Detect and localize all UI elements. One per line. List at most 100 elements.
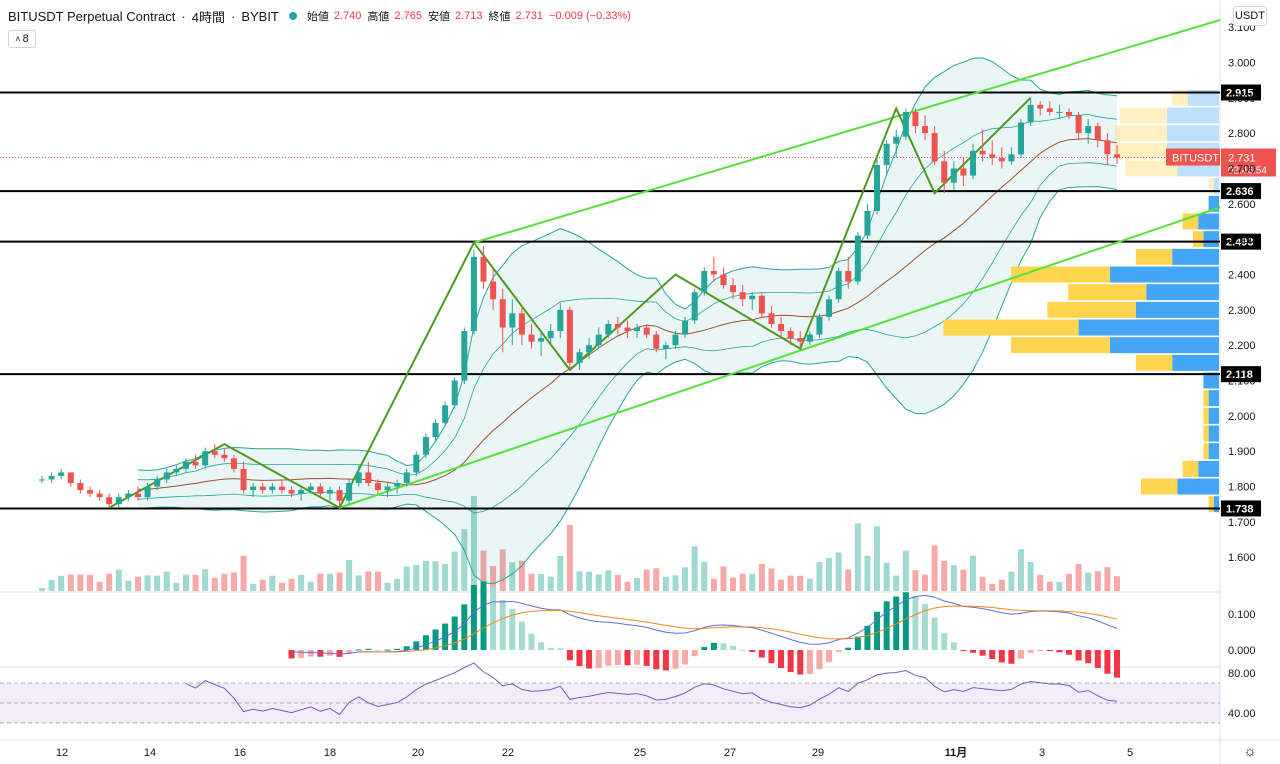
high-label: 高値 (367, 11, 390, 23)
trend-channel[interactable] (339, 19, 1221, 509)
macd-histogram-bar (970, 650, 977, 653)
price-tick-label: 2.200 (1228, 340, 1256, 352)
time-axis[interactable]: 12 14 16 18 20 22 25 27 29 11月 3 5 (56, 746, 1133, 759)
volume-bar (662, 576, 669, 591)
horizontal-levels[interactable]: 2.915 2.636 2.493 2.118 1.738 BITUSDT 2.73102:… (0, 84, 1276, 517)
level-label: 2.915 (1226, 88, 1254, 100)
volume-bar (518, 560, 525, 591)
macd-histogram-bar (605, 650, 612, 666)
candle-body (653, 334, 660, 349)
candle-body (211, 451, 218, 455)
volume-bar (710, 578, 717, 591)
macd-histogram-bar (950, 642, 957, 650)
low-value: 2.713 (454, 10, 483, 22)
volume-bar (1046, 581, 1053, 591)
last-price-label: 2.731 (1228, 153, 1256, 165)
symbol-title[interactable]: BITUSDT Perpetual Contract (8, 8, 176, 24)
candle-body (595, 334, 602, 346)
interval-label[interactable]: 4時間 (191, 9, 225, 25)
macd-histogram-bar (883, 601, 890, 650)
volume-bar (912, 570, 919, 591)
candle-body (163, 472, 170, 480)
candle-body (182, 461, 189, 469)
candle-body (768, 313, 775, 324)
macd-histogram-bar (461, 604, 468, 650)
candle-body (701, 270, 708, 293)
macd-histogram-bar (1094, 650, 1101, 669)
macd-histogram-bar (874, 611, 881, 650)
volume-profile-down-bar (1203, 425, 1209, 442)
currency-button[interactable]: USDT (1233, 6, 1267, 26)
volume-bar (403, 566, 410, 591)
volume-profile-up-bar (1109, 266, 1219, 283)
volume-bar (989, 583, 996, 591)
volume-bar (394, 578, 401, 591)
candle-body (288, 490, 295, 494)
time-tick-label: 22 (502, 747, 514, 759)
candle-body (480, 256, 487, 282)
price-tick-label: 3.000 (1228, 57, 1256, 69)
macd-histogram-bar (1114, 650, 1120, 678)
time-tick-label: 16 (234, 747, 246, 759)
volume-bar (816, 562, 823, 591)
macd-histogram-bar (960, 650, 967, 652)
volume-bar (422, 561, 429, 591)
candle-body (221, 454, 228, 459)
candle-body (461, 331, 468, 381)
candle-body (749, 295, 756, 300)
macd-histogram-bar (797, 650, 804, 675)
candle-body (470, 256, 477, 332)
macd-line (291, 594, 1118, 655)
settings-gear-icon[interactable]: ☼ (1243, 743, 1257, 760)
volume-profile-up-bar (1198, 460, 1219, 477)
candle-body (518, 313, 525, 335)
volume-profile-up-bar (1109, 337, 1219, 354)
collapse-indicators-button[interactable]: ˄ 8 (8, 30, 36, 48)
candle-body (125, 493, 132, 498)
macd-histogram-bar (902, 592, 909, 650)
candle-body (989, 154, 996, 158)
volume-profile-up-bar (1146, 284, 1219, 301)
low-label: 安値 (427, 11, 450, 23)
level-label-bg (1221, 500, 1261, 517)
volume-bar (854, 523, 861, 591)
macd-histogram-bar (509, 608, 516, 650)
candle-body (278, 486, 285, 491)
price-axis[interactable]: 3.1003.0002.9002.8002.7002.6002.5002.400… (1228, 22, 1256, 720)
volume-bar (778, 579, 785, 591)
volume-bar (845, 569, 852, 591)
candle-body (346, 483, 353, 501)
candle-body (1056, 111, 1063, 113)
volume-bar (432, 561, 439, 591)
macd-histogram-bar (403, 646, 410, 650)
volume-profile-up-bar (1203, 231, 1219, 248)
candle-body (912, 111, 919, 127)
macd-histogram-bar (1037, 650, 1044, 651)
volume-profile-up-bar (1187, 89, 1219, 106)
volume-bar (643, 569, 650, 591)
bb-inner-upper-line (137, 114, 1118, 481)
volume-bar (134, 576, 141, 591)
volume-profile-down-bar (1182, 213, 1199, 230)
macd-histogram-bar (1066, 650, 1073, 655)
candle-body (922, 126, 929, 134)
level-label-bg (1221, 366, 1261, 383)
volume-bar (1066, 573, 1073, 591)
candle-body (979, 150, 986, 155)
time-tick-label: 20 (412, 747, 424, 759)
candle-body (528, 334, 535, 342)
volume-bar (950, 565, 957, 591)
macd-histogram-bar (931, 617, 938, 650)
volume-bar (499, 549, 506, 591)
macd-histogram-bar (662, 650, 669, 671)
volume-bar (115, 569, 122, 591)
candle-body (557, 309, 564, 332)
candlesticks (39, 97, 1120, 508)
volume-profile-down-bar (1208, 178, 1214, 195)
volume-bar (730, 577, 737, 591)
volume-bar (250, 583, 257, 591)
macd-histogram-bar (816, 650, 823, 670)
volume-bar (787, 575, 794, 591)
